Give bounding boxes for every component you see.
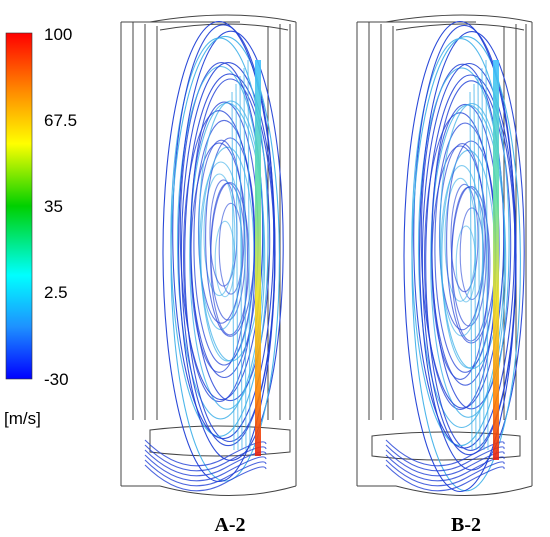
colorbar: 100 67.5 35 2.5 -30 [m/s] — [4, 25, 77, 428]
streamline-vertical — [485, 59, 489, 451]
streamline-loop — [210, 182, 246, 321]
streamline-bottom — [144, 459, 267, 487]
streamline-loop — [455, 225, 477, 303]
streamline-vertical — [481, 67, 485, 451]
streamline-bottom — [144, 454, 267, 482]
colorbar-tick-middle: 35 — [44, 197, 63, 216]
panel-b-label: B-2 — [451, 514, 481, 536]
streamline-loop — [182, 110, 256, 403]
streamline-loop — [172, 24, 275, 440]
streamline-vertical — [239, 75, 243, 451]
streamline-loop — [413, 24, 516, 449]
streamline-loop — [403, 20, 517, 493]
streamline-vertical — [473, 83, 477, 451]
streamline-loop — [179, 62, 264, 401]
colorbar-tick-upper: 67.5 — [44, 111, 77, 130]
streamline-bottom — [385, 464, 505, 492]
panel-b-streamlines — [385, 20, 525, 493]
panel-b-inlet-jet — [493, 60, 499, 460]
streamline-bottom — [385, 439, 505, 467]
streamline-loop — [451, 186, 487, 327]
streamline-bottom — [385, 454, 505, 482]
colorbar-tick-lower: 2.5 — [44, 283, 68, 302]
streamline-loop — [170, 35, 280, 482]
streamline-loop — [417, 67, 506, 429]
panel-a-inlet-jet — [255, 60, 261, 456]
streamline-vertical — [469, 91, 473, 451]
colorbar-tick-min: -30 — [44, 370, 69, 389]
streamline-vertical — [477, 75, 481, 451]
streamline-loop — [450, 183, 479, 293]
colorbar-unit: [m/s] — [4, 409, 41, 428]
panel-a-streamlines — [144, 20, 284, 492]
streamline-vertical — [235, 83, 239, 451]
streamline-bottom — [144, 464, 267, 492]
streamline-loop — [420, 63, 505, 409]
streamline-loop — [189, 102, 266, 410]
colorbar-scale — [5, 32, 33, 380]
panel-b: B-2 — [356, 14, 533, 536]
streamline-loop — [190, 78, 271, 402]
streamline-vertical — [247, 59, 251, 451]
panel-a: A-2 — [120, 14, 297, 536]
streamline-vertical — [243, 67, 247, 451]
panel-a-vessel-outline — [120, 14, 297, 496]
streamline-loop — [176, 65, 265, 420]
streamline-loop — [459, 207, 485, 301]
streamline-loop — [184, 73, 276, 443]
streamline-vertical — [231, 91, 235, 451]
streamline-loop — [411, 36, 521, 492]
streamline-loop — [218, 202, 244, 295]
streamline-loop — [203, 173, 236, 297]
streamline-bottom — [385, 449, 505, 477]
colorbar-tick-max: 100 — [44, 25, 72, 44]
streamline-bottom — [385, 459, 505, 487]
panel-a-label: A-2 — [214, 514, 245, 536]
streamline-loop — [430, 104, 507, 418]
streamline-bottom — [385, 444, 505, 472]
streamline-loop — [444, 177, 477, 302]
